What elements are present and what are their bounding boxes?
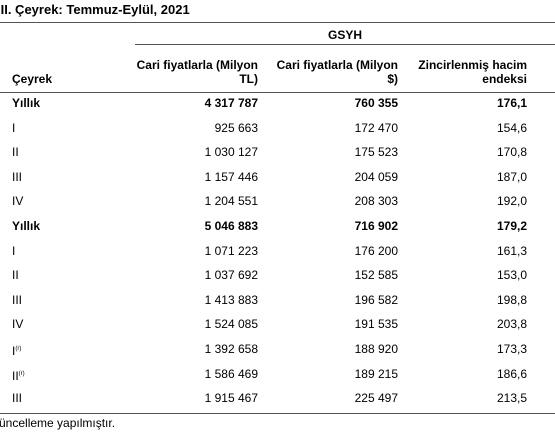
cell: 152 585 — [354, 268, 398, 283]
cell: 198,8 — [496, 292, 527, 307]
cell: 1 392 658 — [204, 342, 258, 356]
cell: 1 413 883 — [204, 292, 258, 307]
footnote: üncelleme yapılmıştır. — [0, 416, 116, 430]
row-label: I(r) — [12, 344, 22, 358]
rule — [0, 92, 555, 93]
cell: 1 030 127 — [204, 145, 258, 160]
cell: 1 524 085 — [204, 317, 258, 332]
cell: 153,0 — [496, 268, 527, 283]
row-label: I — [12, 243, 16, 258]
cell: 204 059 — [354, 169, 398, 184]
rule — [0, 22, 555, 23]
column-header: Zincirlenmiş hacim endeksi — [418, 58, 527, 86]
cell: 170,8 — [496, 145, 527, 160]
cell: 176 200 — [354, 243, 398, 258]
column-header: Çeyrek — [12, 72, 53, 86]
cell: 172 470 — [354, 120, 398, 135]
cell: 1 157 446 — [204, 169, 258, 184]
cell: 925 663 — [214, 120, 258, 135]
cell: 4 317 787 — [204, 96, 258, 110]
row-label: II(r) — [12, 368, 25, 383]
cell: 161,3 — [496, 243, 527, 258]
cell: 5 046 883 — [204, 219, 258, 233]
cell: 213,5 — [496, 391, 527, 406]
cell: 191 535 — [354, 317, 398, 332]
row-label: IV — [12, 317, 24, 332]
row-label: II — [12, 145, 19, 160]
cell: 196 582 — [354, 292, 398, 307]
cell: 716 902 — [354, 219, 398, 233]
cell: 1 586 469 — [204, 366, 258, 381]
group-header: GSYH — [327, 28, 362, 42]
cell: 154,6 — [496, 120, 527, 135]
row-label: Yıllık — [12, 219, 41, 233]
row-label: Yıllık — [12, 96, 41, 110]
row-label: II — [12, 268, 19, 283]
revision-mark: (r) — [18, 370, 25, 377]
revision-mark: (r) — [15, 346, 22, 352]
cell: 1 037 692 — [204, 268, 258, 283]
cell: 187,0 — [496, 169, 527, 184]
cell: 208 303 — [354, 194, 398, 209]
cell: 1 204 551 — [204, 194, 258, 209]
cell: 1 915 467 — [204, 391, 258, 406]
rule — [135, 44, 555, 45]
row-label: IV — [12, 194, 24, 209]
rule — [0, 413, 555, 414]
row-label: III — [12, 391, 23, 406]
cell: 188 920 — [354, 342, 398, 356]
row-label: III — [12, 292, 23, 307]
row-label: I — [12, 120, 16, 135]
cell: 189 215 — [354, 366, 398, 381]
cell: 179,2 — [496, 219, 527, 233]
cell: 760 355 — [354, 96, 398, 110]
column-header: Cari fiyatlarla (Milyon TL) — [136, 58, 258, 86]
cell: 176,1 — [496, 96, 527, 110]
cell: 225 497 — [354, 391, 398, 406]
cell: 173,3 — [496, 342, 527, 356]
cell: 1 071 223 — [204, 243, 258, 258]
cell: 192,0 — [496, 194, 527, 209]
cell: 186,6 — [496, 366, 527, 381]
row-label: III — [12, 169, 23, 184]
column-header: Cari fiyatlarla (Milyon $) — [276, 58, 398, 86]
title: III. Çeyrek: Temmuz-Eylül, 2021 — [0, 2, 190, 17]
cell: 203,8 — [496, 317, 527, 332]
cell: 175 523 — [354, 145, 398, 160]
